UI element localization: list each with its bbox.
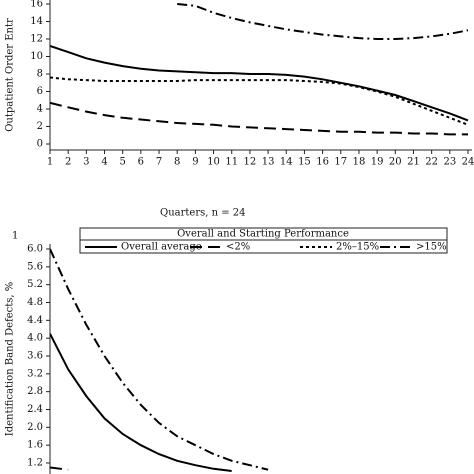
- y-tick-label: 4: [37, 104, 43, 115]
- x-tick-label: 5: [120, 157, 126, 168]
- x-tick-label: 9: [192, 157, 198, 168]
- series-line: [50, 466, 69, 471]
- x-tick-label: 11: [225, 157, 238, 168]
- y-tick-label: 4.8: [27, 297, 43, 308]
- y-tick-label: 8: [37, 69, 43, 80]
- legend-label: <2%: [226, 242, 250, 253]
- series-line: [50, 76, 469, 126]
- x-tick-label: 2: [65, 157, 71, 168]
- y-tick-label: 2: [37, 121, 43, 132]
- x-tick-label: 24: [462, 157, 474, 168]
- x-tick-label: 13: [262, 157, 275, 168]
- y-tick-label: 6: [37, 86, 43, 97]
- x-tick-label: 12: [244, 157, 257, 168]
- x-tick-label: 17: [334, 157, 347, 168]
- legend-title: Overall and Starting Performance: [177, 229, 349, 240]
- plot-area: [50, 3, 469, 136]
- x-axis-label: Quarters, n = 24: [160, 208, 246, 219]
- y-tick-label: 5.6: [27, 261, 43, 272]
- y-tick-label: 0: [37, 139, 43, 150]
- x-tick-label: 16: [316, 157, 329, 168]
- y-axis-label: Identification Band Defects, %: [5, 282, 16, 437]
- y-tick-label: 12: [30, 34, 43, 45]
- y-tick-label: 4.4: [27, 315, 43, 326]
- plot-area: [50, 248, 269, 472]
- y-tick-label: 3.6: [27, 351, 43, 362]
- x-tick-label: 15: [298, 157, 311, 168]
- x-tick-label: 22: [425, 157, 438, 168]
- x-tick-label: 10: [207, 157, 220, 168]
- series-line: [50, 248, 269, 471]
- y-tick-label: 10: [30, 51, 43, 62]
- y-tick-label: 14: [30, 16, 43, 27]
- legend-label: >15%: [416, 242, 447, 253]
- x-tick-label: 21: [407, 157, 420, 168]
- x-tick-label: 1: [47, 157, 53, 168]
- y-tick-label: 1.2: [27, 458, 43, 469]
- y-tick-label: 2.8: [27, 386, 43, 397]
- x-tick-label: 7: [156, 157, 162, 168]
- x-tick-label: 4: [101, 157, 107, 168]
- x-tick-label: 18: [353, 157, 366, 168]
- series-line: [177, 3, 469, 40]
- y-tick-label: 3.2: [27, 368, 43, 379]
- y-tick-label: 2.4: [27, 404, 43, 415]
- panel-label: 1: [12, 231, 18, 242]
- y-tick-label: 2.0: [27, 422, 43, 433]
- x-tick-label: 6: [138, 157, 144, 168]
- y-tick-label: 16: [30, 0, 43, 10]
- legend-label: Overall average: [121, 242, 202, 253]
- y-axis-label: Outpatient Order Entr: [5, 18, 16, 132]
- x-tick-label: 19: [371, 157, 384, 168]
- x-tick-label: 14: [280, 157, 293, 168]
- series-line: [50, 45, 469, 122]
- x-tick-label: 8: [174, 157, 180, 168]
- x-tick-label: 20: [389, 157, 402, 168]
- y-tick-label: 5.2: [27, 279, 43, 290]
- x-tick-label: 23: [443, 157, 456, 168]
- y-tick-label: 4.0: [27, 333, 43, 344]
- series-line: [50, 101, 468, 136]
- x-tick-label: 3: [83, 157, 89, 168]
- y-tick-label: 6.0: [27, 244, 43, 255]
- legend-label: 2%–15%: [336, 242, 379, 253]
- series-line: [50, 333, 232, 472]
- y-tick-label: 1.6: [27, 440, 43, 451]
